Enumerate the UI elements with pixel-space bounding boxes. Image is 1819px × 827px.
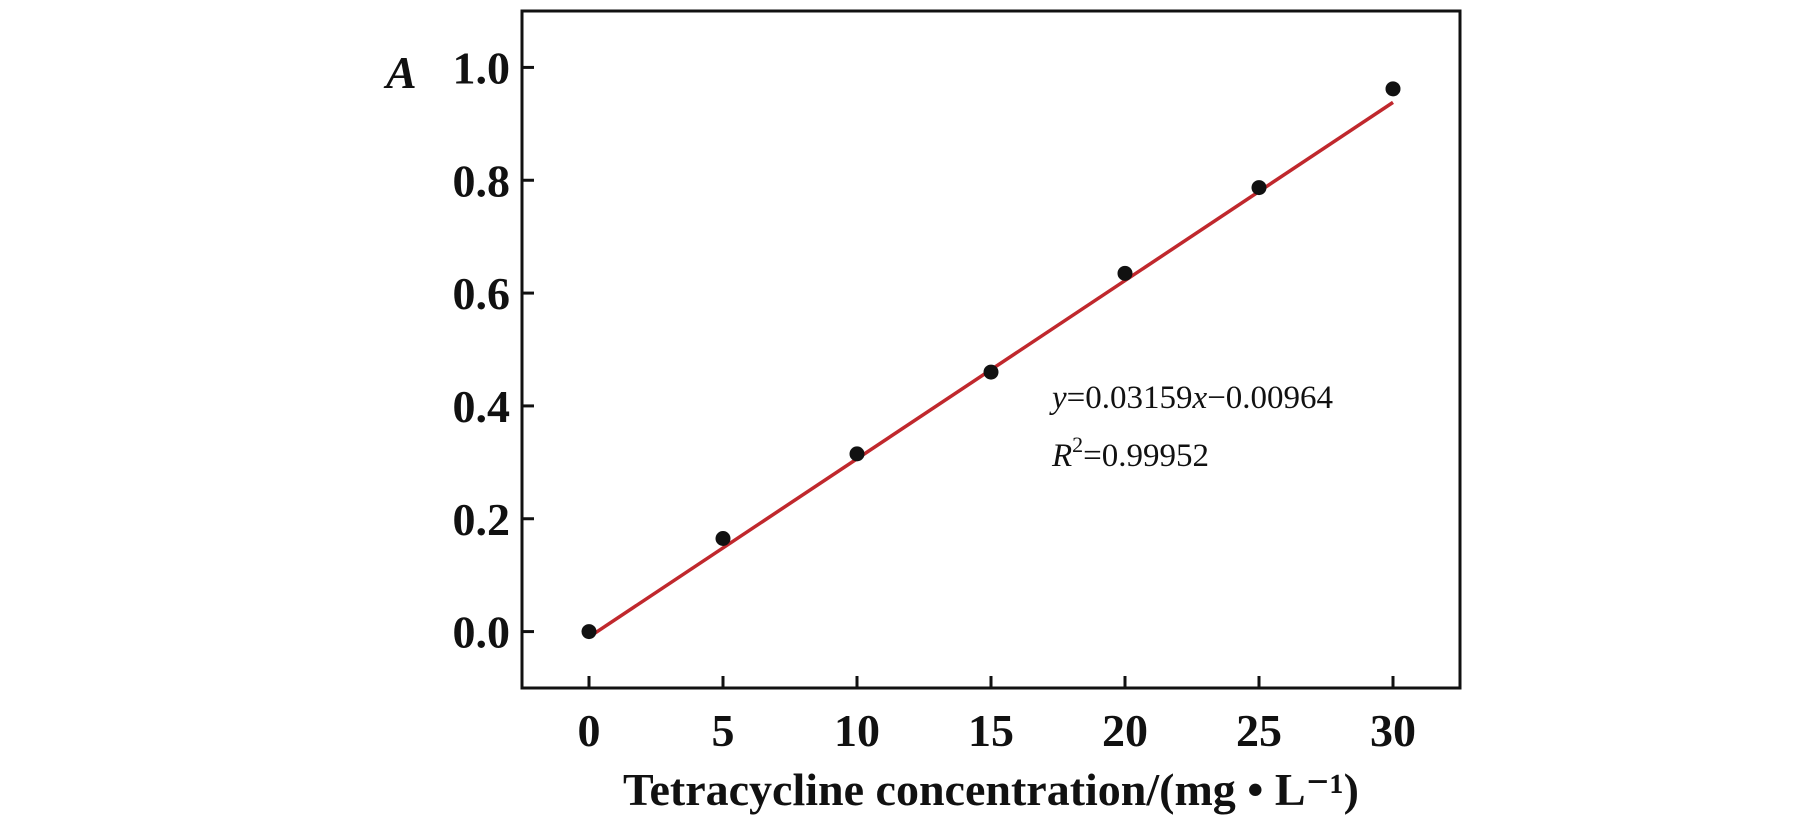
r2-letter: R bbox=[1051, 438, 1072, 474]
y-tick-label-3: 0.6 bbox=[453, 268, 511, 319]
y-tick-label-1: 0.2 bbox=[453, 494, 511, 545]
r-squared-annotation: R2=0.99952 bbox=[1051, 432, 1209, 474]
equation-y: y bbox=[1049, 380, 1067, 416]
data-point-1 bbox=[715, 530, 731, 546]
y-tick-label-5: 1.0 bbox=[453, 42, 511, 93]
data-point-0 bbox=[581, 624, 597, 640]
equation-annotation: y=0.03159x−0.00964 bbox=[1049, 380, 1333, 416]
equation-x: x bbox=[1192, 380, 1208, 416]
r2-value: =0.99952 bbox=[1083, 438, 1209, 474]
equation-rest: −0.00964 bbox=[1207, 380, 1333, 416]
data-point-2 bbox=[849, 446, 865, 462]
equation-eq: =0.03159 bbox=[1067, 380, 1193, 416]
plot-frame bbox=[520, 9, 1462, 690]
x-tick-label-5: 25 bbox=[1236, 705, 1282, 756]
axis-ticks bbox=[522, 65, 1395, 688]
data-points bbox=[581, 81, 1401, 640]
data-point-6 bbox=[1385, 81, 1401, 97]
x-tick-label-0: 0 bbox=[578, 705, 601, 756]
r2-superscript: 2 bbox=[1072, 432, 1083, 457]
y-tick-label-4: 0.8 bbox=[453, 155, 511, 206]
x-tick-label-2: 10 bbox=[834, 705, 880, 756]
data-point-5 bbox=[1251, 180, 1267, 196]
x-tick-label-4: 20 bbox=[1102, 705, 1148, 756]
x-tick-label-1: 5 bbox=[712, 705, 735, 756]
y-tick-label-0: 0.0 bbox=[453, 607, 511, 658]
tick-labels: 0 5 10 15 20 25 30 0.0 0.2 0.4 0.6 0.8 1.0 bbox=[453, 42, 1417, 756]
x-tick-label-6: 30 bbox=[1370, 705, 1416, 756]
y-axis-label: A bbox=[383, 47, 417, 98]
data-point-3 bbox=[983, 364, 999, 380]
x-tick-label-3: 15 bbox=[968, 705, 1014, 756]
y-tick-label-2: 0.4 bbox=[453, 381, 511, 432]
x-axis-label: Tetracycline concentration/(mg • L⁻¹) bbox=[623, 764, 1359, 815]
data-point-4 bbox=[1117, 265, 1133, 281]
